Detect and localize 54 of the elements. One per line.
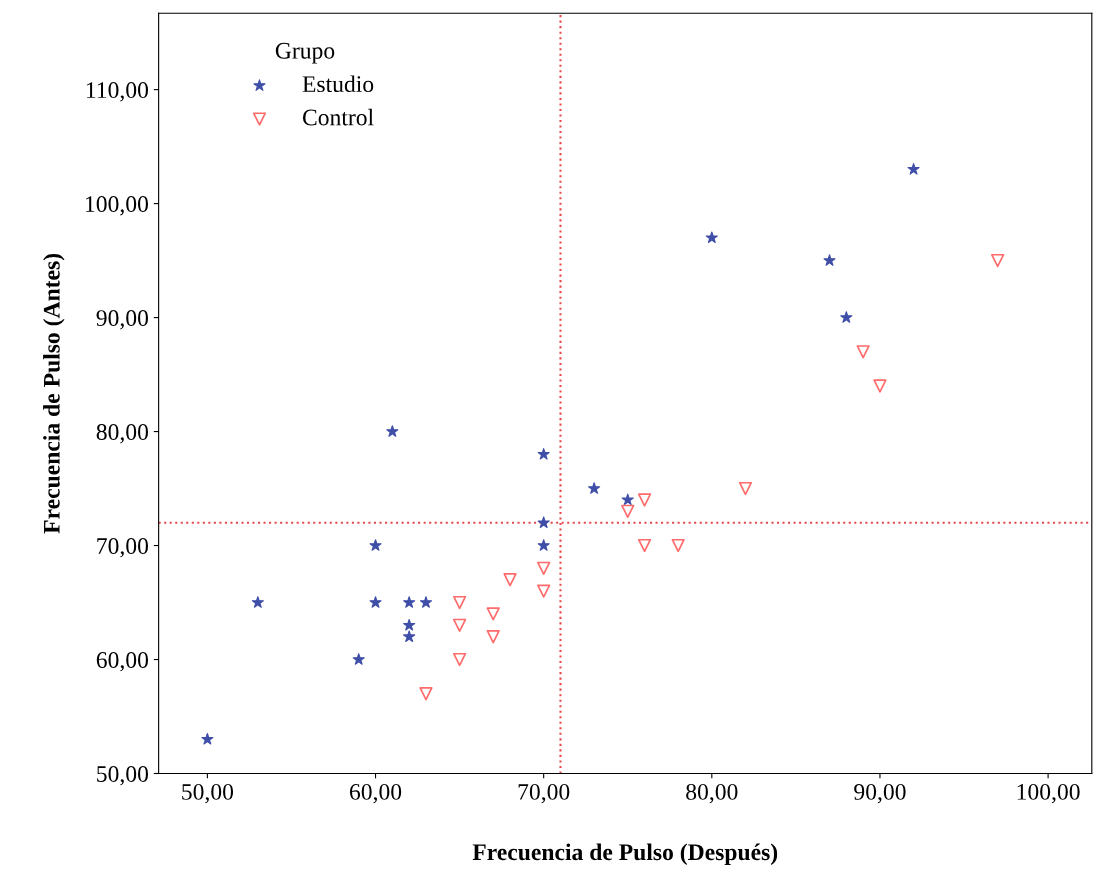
point (386, 425, 399, 437)
point (201, 732, 214, 745)
point (671, 538, 685, 553)
point (537, 447, 550, 460)
x-tick-label: 80,00 (686, 783, 738, 804)
x-tick-label: 60,00 (349, 783, 402, 804)
point (621, 504, 635, 518)
y-tick-label: 90,00 (96, 310, 149, 330)
point (537, 516, 550, 529)
y-tick-label: 50,00 (97, 765, 149, 786)
x-axis-title: Frecuencia de Pulso (Después) (472, 843, 778, 865)
point (403, 618, 416, 631)
point (823, 254, 836, 266)
point (840, 311, 853, 323)
point (537, 539, 550, 551)
point (352, 653, 365, 665)
x-tick-label: 90,00 (854, 783, 906, 804)
point (503, 573, 517, 587)
point (419, 687, 433, 701)
point (856, 345, 870, 359)
x-tick-label: 50,00 (182, 783, 234, 804)
point (537, 584, 551, 598)
point (452, 618, 467, 632)
point (486, 607, 500, 621)
x-tick-label: 100,00 (1017, 783, 1080, 804)
point (486, 630, 500, 644)
point (452, 595, 467, 610)
y-tick-label: 80,00 (96, 424, 149, 444)
point (907, 163, 920, 175)
y-tick-label: 70,00 (97, 538, 149, 558)
point (873, 379, 887, 393)
point (403, 596, 416, 608)
point (369, 539, 382, 551)
legend-label: Control (302, 108, 374, 126)
point (419, 596, 433, 608)
point (637, 493, 652, 507)
y-tick-label: 110,00 (86, 82, 149, 102)
legend-label: Estudio (302, 75, 374, 93)
point (991, 253, 1005, 268)
x-tick-label: 70,00 (518, 783, 570, 804)
y-axis-title: Frecuencia de Pulso (Antes) (43, 253, 65, 534)
point (621, 493, 634, 506)
legend-title: Grupo (275, 42, 335, 64)
point (369, 596, 382, 608)
point (403, 630, 416, 642)
point (705, 231, 718, 244)
y-tick-label: 100,00 (86, 196, 149, 216)
point (588, 482, 601, 494)
point (637, 538, 652, 553)
point (251, 596, 264, 608)
point (738, 481, 753, 496)
point (452, 652, 467, 667)
y-tick-label: 60,00 (96, 652, 149, 672)
point (537, 561, 551, 575)
